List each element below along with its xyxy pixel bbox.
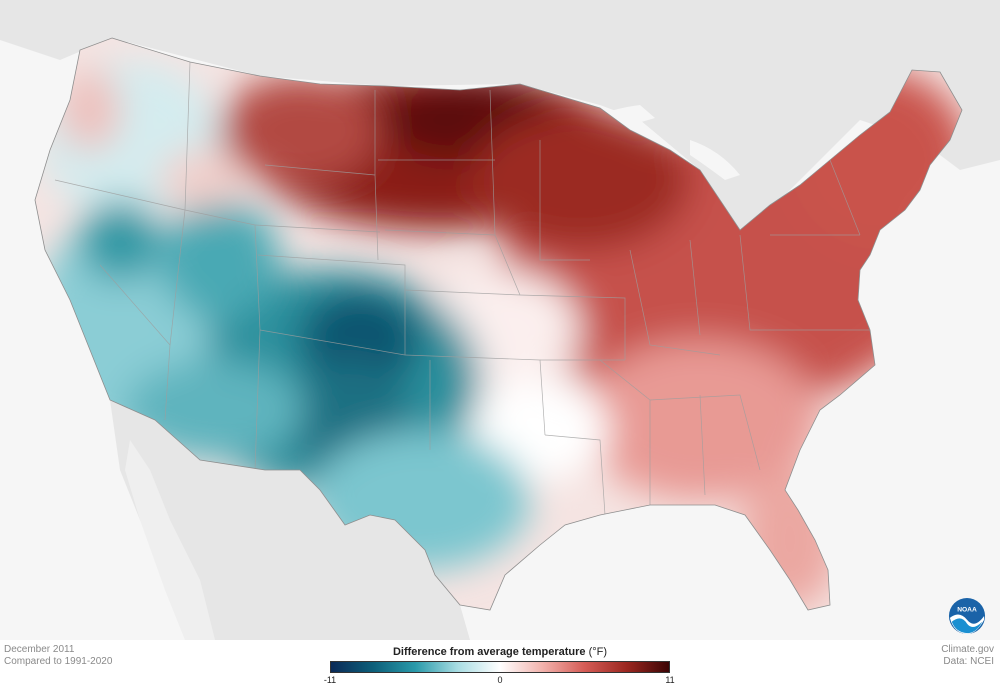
state-boundaries (54, 61, 870, 516)
legend-color-bar (330, 661, 670, 673)
legend-max-label: 11 (665, 675, 675, 685)
us-outline (34, 37, 963, 611)
legend-min-label: -11 (323, 675, 337, 685)
noaa-logo-text: NOAA (957, 606, 977, 613)
footer: December 2011 Compared to 1991-2020 Diff… (0, 640, 1000, 690)
caption-left: December 2011 Compared to 1991-2020 (4, 644, 112, 668)
map-panel: NOAA (0, 0, 1000, 640)
legend-units: (°F) (588, 646, 608, 658)
credit-data: Data: NCEI (943, 656, 994, 667)
date-label: December 2011 (4, 644, 75, 655)
legend-title: Difference from average temperature (°F) (0, 646, 1000, 658)
legend-title-text: Difference from average temperature (392, 646, 586, 658)
caption-right: Climate.gov Data: NCEI (941, 644, 994, 668)
comparison-label: Compared to 1991-2020 (4, 656, 113, 667)
credit-site: Climate.gov (941, 644, 994, 655)
noaa-logo-icon: NOAA (948, 597, 986, 635)
temperature-anomaly-map (0, 0, 1000, 640)
legend-mid-label: 0 (497, 675, 503, 685)
